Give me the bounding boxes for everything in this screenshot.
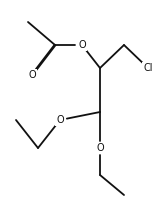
Text: Cl: Cl [143,63,153,73]
Text: O: O [78,40,86,50]
Text: O: O [56,115,64,125]
Text: O: O [96,143,104,153]
Text: O: O [28,70,36,80]
